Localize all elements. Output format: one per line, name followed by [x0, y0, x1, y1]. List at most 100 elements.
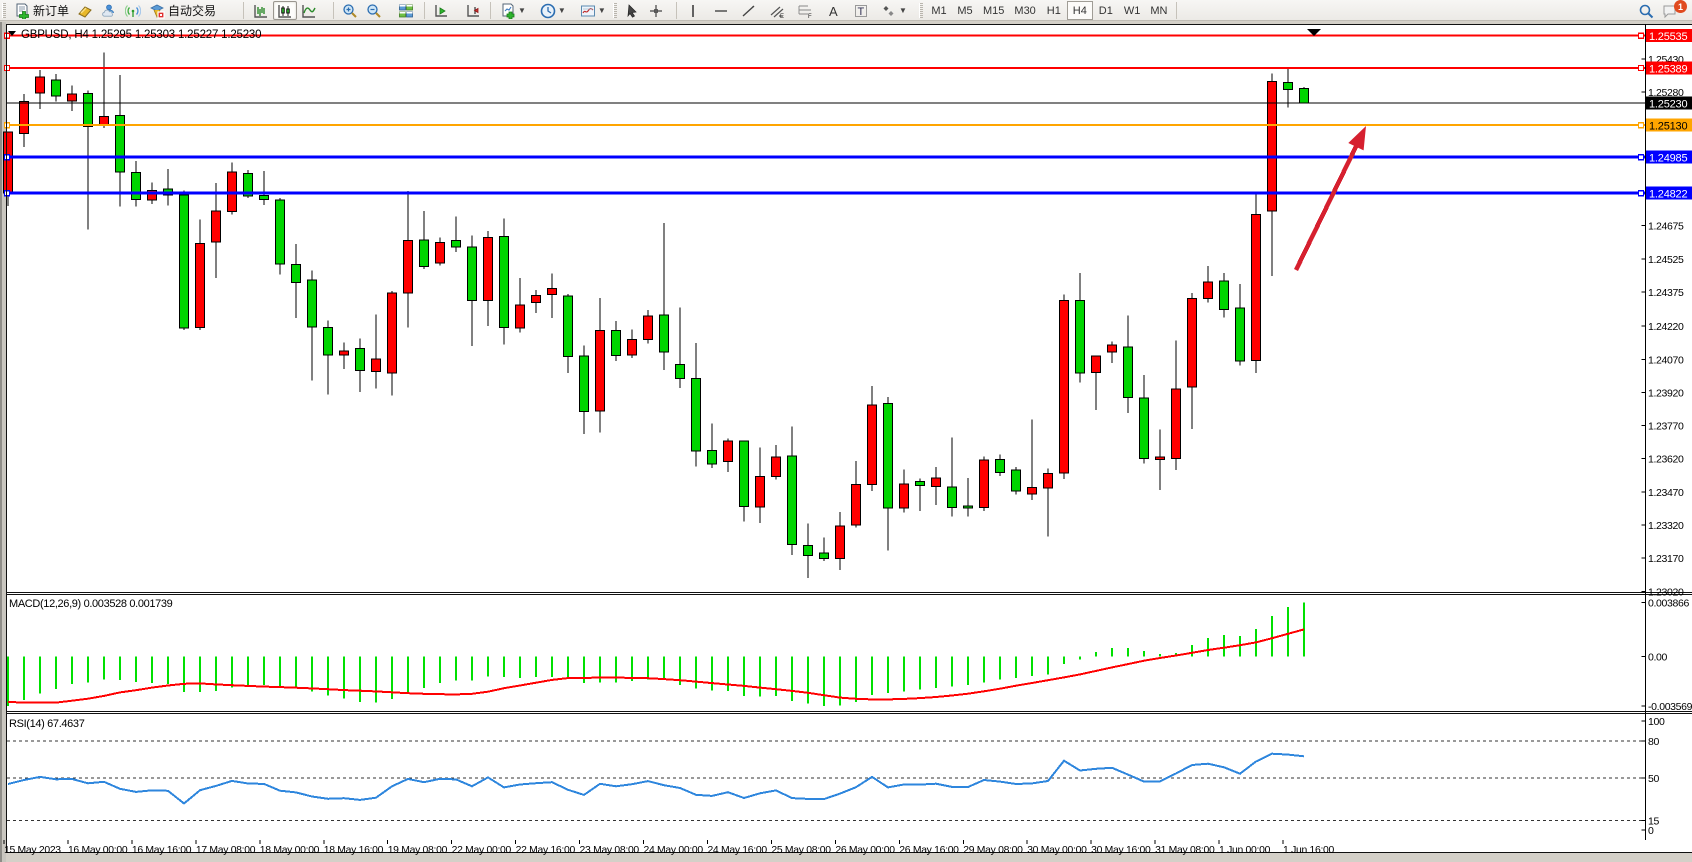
metaeditor-button[interactable]: [73, 1, 97, 20]
candle-39: [627, 329, 637, 358]
new-chart-button[interactable]: ▼: [496, 1, 530, 20]
timeframe-m1-button[interactable]: M1: [931, 4, 947, 17]
rsi-tick-label: 80: [1648, 736, 1659, 748]
candle-chart-mode-button[interactable]: [273, 1, 297, 20]
candle-60: [963, 477, 973, 517]
candle-body: [291, 264, 301, 283]
candle-46: [739, 440, 749, 522]
candle-body: [147, 189, 157, 201]
cursor-button[interactable]: [620, 1, 644, 20]
candle-53: [851, 461, 861, 528]
candle-body: [1043, 472, 1053, 489]
vertical-line-tool-button[interactable]: [681, 1, 705, 20]
tile-windows-button[interactable]: [394, 1, 418, 20]
hline-handle-right-1.25535[interactable]: [1637, 32, 1645, 39]
bar-chart-mode-button[interactable]: [249, 1, 273, 20]
periods-dropdown-arrow[interactable]: ▼: [557, 6, 566, 15]
mql5-community-button[interactable]: [97, 1, 121, 20]
price-label-1.25535: 1.25535: [1649, 31, 1687, 43]
indicators-dropdown-arrow[interactable]: ▼: [597, 6, 606, 15]
candle-36: [579, 345, 589, 434]
toolbar-separator: [424, 2, 425, 19]
hline-handle-right-1.25389[interactable]: [1637, 64, 1645, 72]
crosshair-icon: [650, 4, 662, 17]
price-tick-label: 1.24525: [1648, 254, 1684, 266]
signals-button[interactable]: [121, 1, 145, 20]
arrows-tool-dropdown-arrow[interactable]: ▼: [899, 6, 907, 15]
periods-button[interactable]: ▼: [536, 1, 570, 20]
time-label: 31 May 08:00: [1155, 845, 1215, 856]
candle-67: [1075, 273, 1085, 383]
chart-shift-button[interactable]: [461, 1, 485, 20]
label-tool-button[interactable]: T: [849, 1, 873, 20]
candle-body: [1139, 397, 1149, 460]
hline-handle-right-1.25130[interactable]: [1637, 122, 1645, 129]
candle-28: [451, 216, 461, 253]
timeframe-d1-button[interactable]: D1: [1098, 4, 1113, 17]
timeframe-m15-button[interactable]: M15: [983, 4, 1005, 17]
trend-arrow-line[interactable]: [1293, 140, 1361, 271]
new-chart-icon: [502, 3, 515, 19]
timeframe-w1-button[interactable]: W1: [1123, 4, 1141, 17]
time-label: 1 Jun 16:00: [1283, 845, 1335, 856]
candle-74: [1187, 292, 1197, 429]
candle-25: [403, 191, 413, 328]
auto-scroll-button[interactable]: [429, 1, 453, 20]
svg-text:E: E: [780, 14, 784, 19]
horizontal-line-tool-button[interactable]: [709, 1, 733, 20]
search-button[interactable]: [1634, 1, 1658, 20]
candle-body: [835, 525, 845, 560]
toolbar-grip[interactable]: [613, 3, 617, 18]
new-order-label: 新订单: [33, 4, 70, 18]
indicators-button[interactable]: ▼: [576, 1, 610, 20]
candle-19: [307, 270, 317, 381]
trend-arrow-head[interactable]: [1348, 126, 1366, 151]
arrows-tool-button[interactable]: ▼: [877, 1, 911, 20]
time-label: 19 May 08:00: [388, 845, 448, 856]
text-tool-button[interactable]: A: [821, 1, 845, 20]
signals-icon: [125, 4, 142, 17]
hline-handle-right-1.24985[interactable]: [1637, 154, 1645, 161]
auto-trading-button[interactable]: 自动交易: [145, 1, 220, 20]
toolbar-grip[interactable]: [919, 3, 923, 18]
fibonacci-tool-button[interactable]: F: [793, 1, 817, 20]
timeframe-mn-button[interactable]: MN: [1150, 4, 1168, 17]
candle-body: [723, 440, 733, 462]
chat-button[interactable]: 1: [1658, 0, 1687, 20]
rsi-tick-label: 15: [1648, 816, 1659, 828]
candle-body: [115, 115, 125, 173]
one-click-trading-arrow[interactable]: [8, 31, 16, 36]
candle-11: [179, 190, 189, 330]
candle-18: [291, 244, 301, 318]
price-tick-label: 1.23770: [1648, 421, 1684, 433]
timeframe-m5-button[interactable]: M5: [957, 4, 973, 17]
timeframe-m30-button[interactable]: M30: [1014, 4, 1036, 17]
mode-candles-icon: [278, 4, 291, 18]
zoom-in-button[interactable]: [338, 1, 362, 20]
timeframe-h4-button[interactable]: H4: [1066, 1, 1093, 20]
candle-13: [211, 183, 221, 278]
candle-body: [1155, 456, 1165, 460]
macd-tick-label: 0.003866: [1648, 598, 1690, 610]
toolbar-grip[interactable]: [2, 3, 6, 18]
chart-title: GBPUSD, H4 1.25295 1.25303 1.25227 1.252…: [21, 29, 261, 41]
candle-80: [1283, 68, 1293, 108]
new-order-button[interactable]: 新订单: [10, 1, 73, 20]
right-icons-group: 1: [1634, 0, 1687, 21]
candle-26: [419, 211, 429, 270]
timeframe-h1-button[interactable]: H1: [1046, 4, 1061, 17]
new-chart-dropdown-arrow[interactable]: ▼: [518, 6, 526, 15]
trendline-tool-button[interactable]: [737, 1, 761, 20]
candle-38: [611, 320, 621, 362]
line-chart-mode-button[interactable]: [297, 1, 321, 20]
candle-body: [675, 364, 685, 380]
equidistant-channel-tool-button[interactable]: E: [765, 1, 789, 20]
crosshair-button[interactable]: [644, 1, 668, 20]
candle-30: [483, 231, 493, 326]
time-label: 18 May 00:00: [260, 845, 320, 856]
price-label-1.24985: 1.24985: [1649, 153, 1687, 165]
zoom-out-button[interactable]: [362, 1, 386, 20]
candle-29: [467, 235, 477, 346]
rsi-tick-label: 50: [1648, 773, 1659, 785]
hline-handle-right-1.24822[interactable]: [1637, 190, 1645, 197]
